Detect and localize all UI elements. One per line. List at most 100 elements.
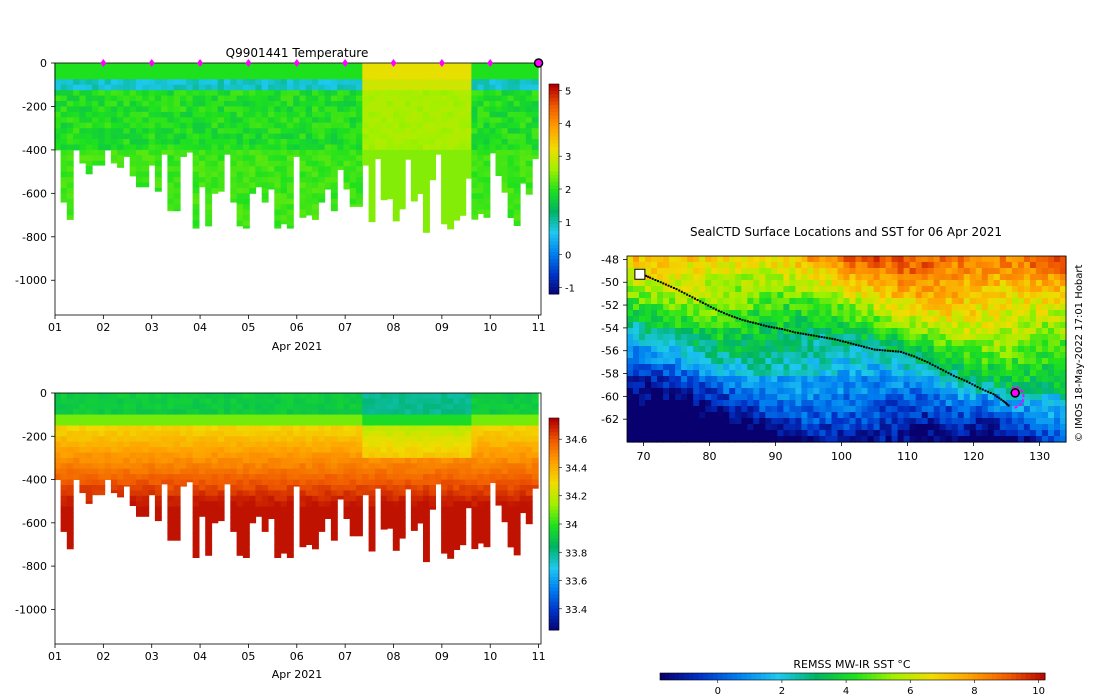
section-cell <box>525 79 533 86</box>
section-cell <box>429 79 436 86</box>
sst-cell <box>681 286 688 293</box>
section-cell <box>429 171 436 178</box>
section-cell <box>180 436 187 443</box>
section-cell <box>404 111 412 118</box>
sst-cell <box>699 274 706 281</box>
section-cell <box>192 501 200 508</box>
section-cell <box>513 474 521 480</box>
sst-cell <box>747 316 754 323</box>
section-cell <box>423 539 430 545</box>
section-cell <box>224 73 231 80</box>
section-cell <box>117 73 124 80</box>
section-cell <box>255 182 263 188</box>
section-cell <box>495 139 503 145</box>
sst-cell <box>657 262 664 269</box>
section-cell <box>268 117 275 124</box>
section-cell <box>368 177 376 183</box>
section-cell <box>280 160 288 167</box>
section-cell <box>129 414 137 421</box>
section-cell <box>198 166 206 173</box>
sst-cell <box>825 274 833 281</box>
section-cell <box>312 501 319 508</box>
colorbar-segment <box>549 569 559 574</box>
section-cell <box>274 155 282 162</box>
section-cell <box>417 177 424 183</box>
section-cell <box>198 430 206 437</box>
sst-cell <box>705 328 712 335</box>
section-cell <box>368 452 376 459</box>
section-cell <box>148 479 156 486</box>
section-cell <box>211 512 219 518</box>
section-cell <box>161 90 168 97</box>
section-cell <box>417 398 424 405</box>
section-cell <box>249 425 257 432</box>
section-cell <box>286 436 294 443</box>
section-cell <box>513 139 521 145</box>
section-cell <box>54 122 62 129</box>
section-cell <box>230 149 238 156</box>
section-cell <box>142 95 150 102</box>
section-cell <box>435 149 442 155</box>
section-cell <box>205 425 213 432</box>
section-cell <box>85 171 93 175</box>
section-cell <box>286 171 294 178</box>
section-cell <box>192 187 200 194</box>
sst-cell <box>753 328 760 335</box>
sst-cell <box>879 286 887 293</box>
section-cell <box>374 155 382 160</box>
section-cell <box>186 90 194 97</box>
section-cell <box>374 101 382 107</box>
section-cell <box>447 177 455 183</box>
sst-cell <box>861 286 869 293</box>
section-cell <box>513 425 521 432</box>
section-cell <box>429 90 436 97</box>
section-cell <box>362 133 370 140</box>
section-cell <box>79 144 87 151</box>
section-cell <box>507 425 515 432</box>
sst-cell <box>807 328 814 335</box>
section-cell <box>513 215 521 221</box>
section-cell <box>280 490 288 497</box>
section-cell <box>368 539 376 545</box>
section-cell <box>513 452 521 459</box>
section-cell <box>483 447 491 453</box>
section-cell <box>249 139 257 145</box>
section-cell <box>98 393 106 399</box>
section-cell <box>249 441 257 448</box>
section-cell <box>312 68 319 75</box>
section-cell <box>423 457 430 464</box>
section-cell <box>54 398 62 405</box>
section-cell <box>186 84 194 91</box>
section-cell <box>142 155 150 162</box>
section-cell <box>343 474 351 480</box>
section-cell <box>117 111 124 118</box>
section-cell <box>236 84 244 91</box>
section-cell <box>286 430 294 437</box>
section-cell <box>104 63 112 69</box>
sst-cell <box>747 286 754 293</box>
section-cell <box>507 155 515 162</box>
x-tick-label: 06 <box>290 650 304 663</box>
sst-cell <box>861 298 869 305</box>
sst-cell <box>789 304 796 311</box>
section-cell <box>305 111 313 118</box>
colorbar-segment <box>549 626 559 631</box>
section-cell <box>299 512 307 518</box>
section-cell <box>85 474 93 480</box>
colorbar-segment <box>549 164 559 169</box>
section-cell <box>192 63 200 69</box>
section-cell <box>198 468 206 475</box>
section-cell <box>123 474 131 480</box>
section-cell <box>79 447 87 453</box>
section-cell <box>410 84 418 91</box>
section-cell <box>423 144 430 151</box>
section-cell <box>330 506 338 513</box>
section-cell <box>349 95 357 102</box>
section-cell <box>242 447 250 453</box>
section-cell <box>85 160 93 167</box>
section-cell <box>305 90 313 97</box>
sst-cell <box>741 334 748 341</box>
section-cell <box>73 452 80 459</box>
section-cell <box>236 414 244 421</box>
section-cell <box>356 122 363 129</box>
